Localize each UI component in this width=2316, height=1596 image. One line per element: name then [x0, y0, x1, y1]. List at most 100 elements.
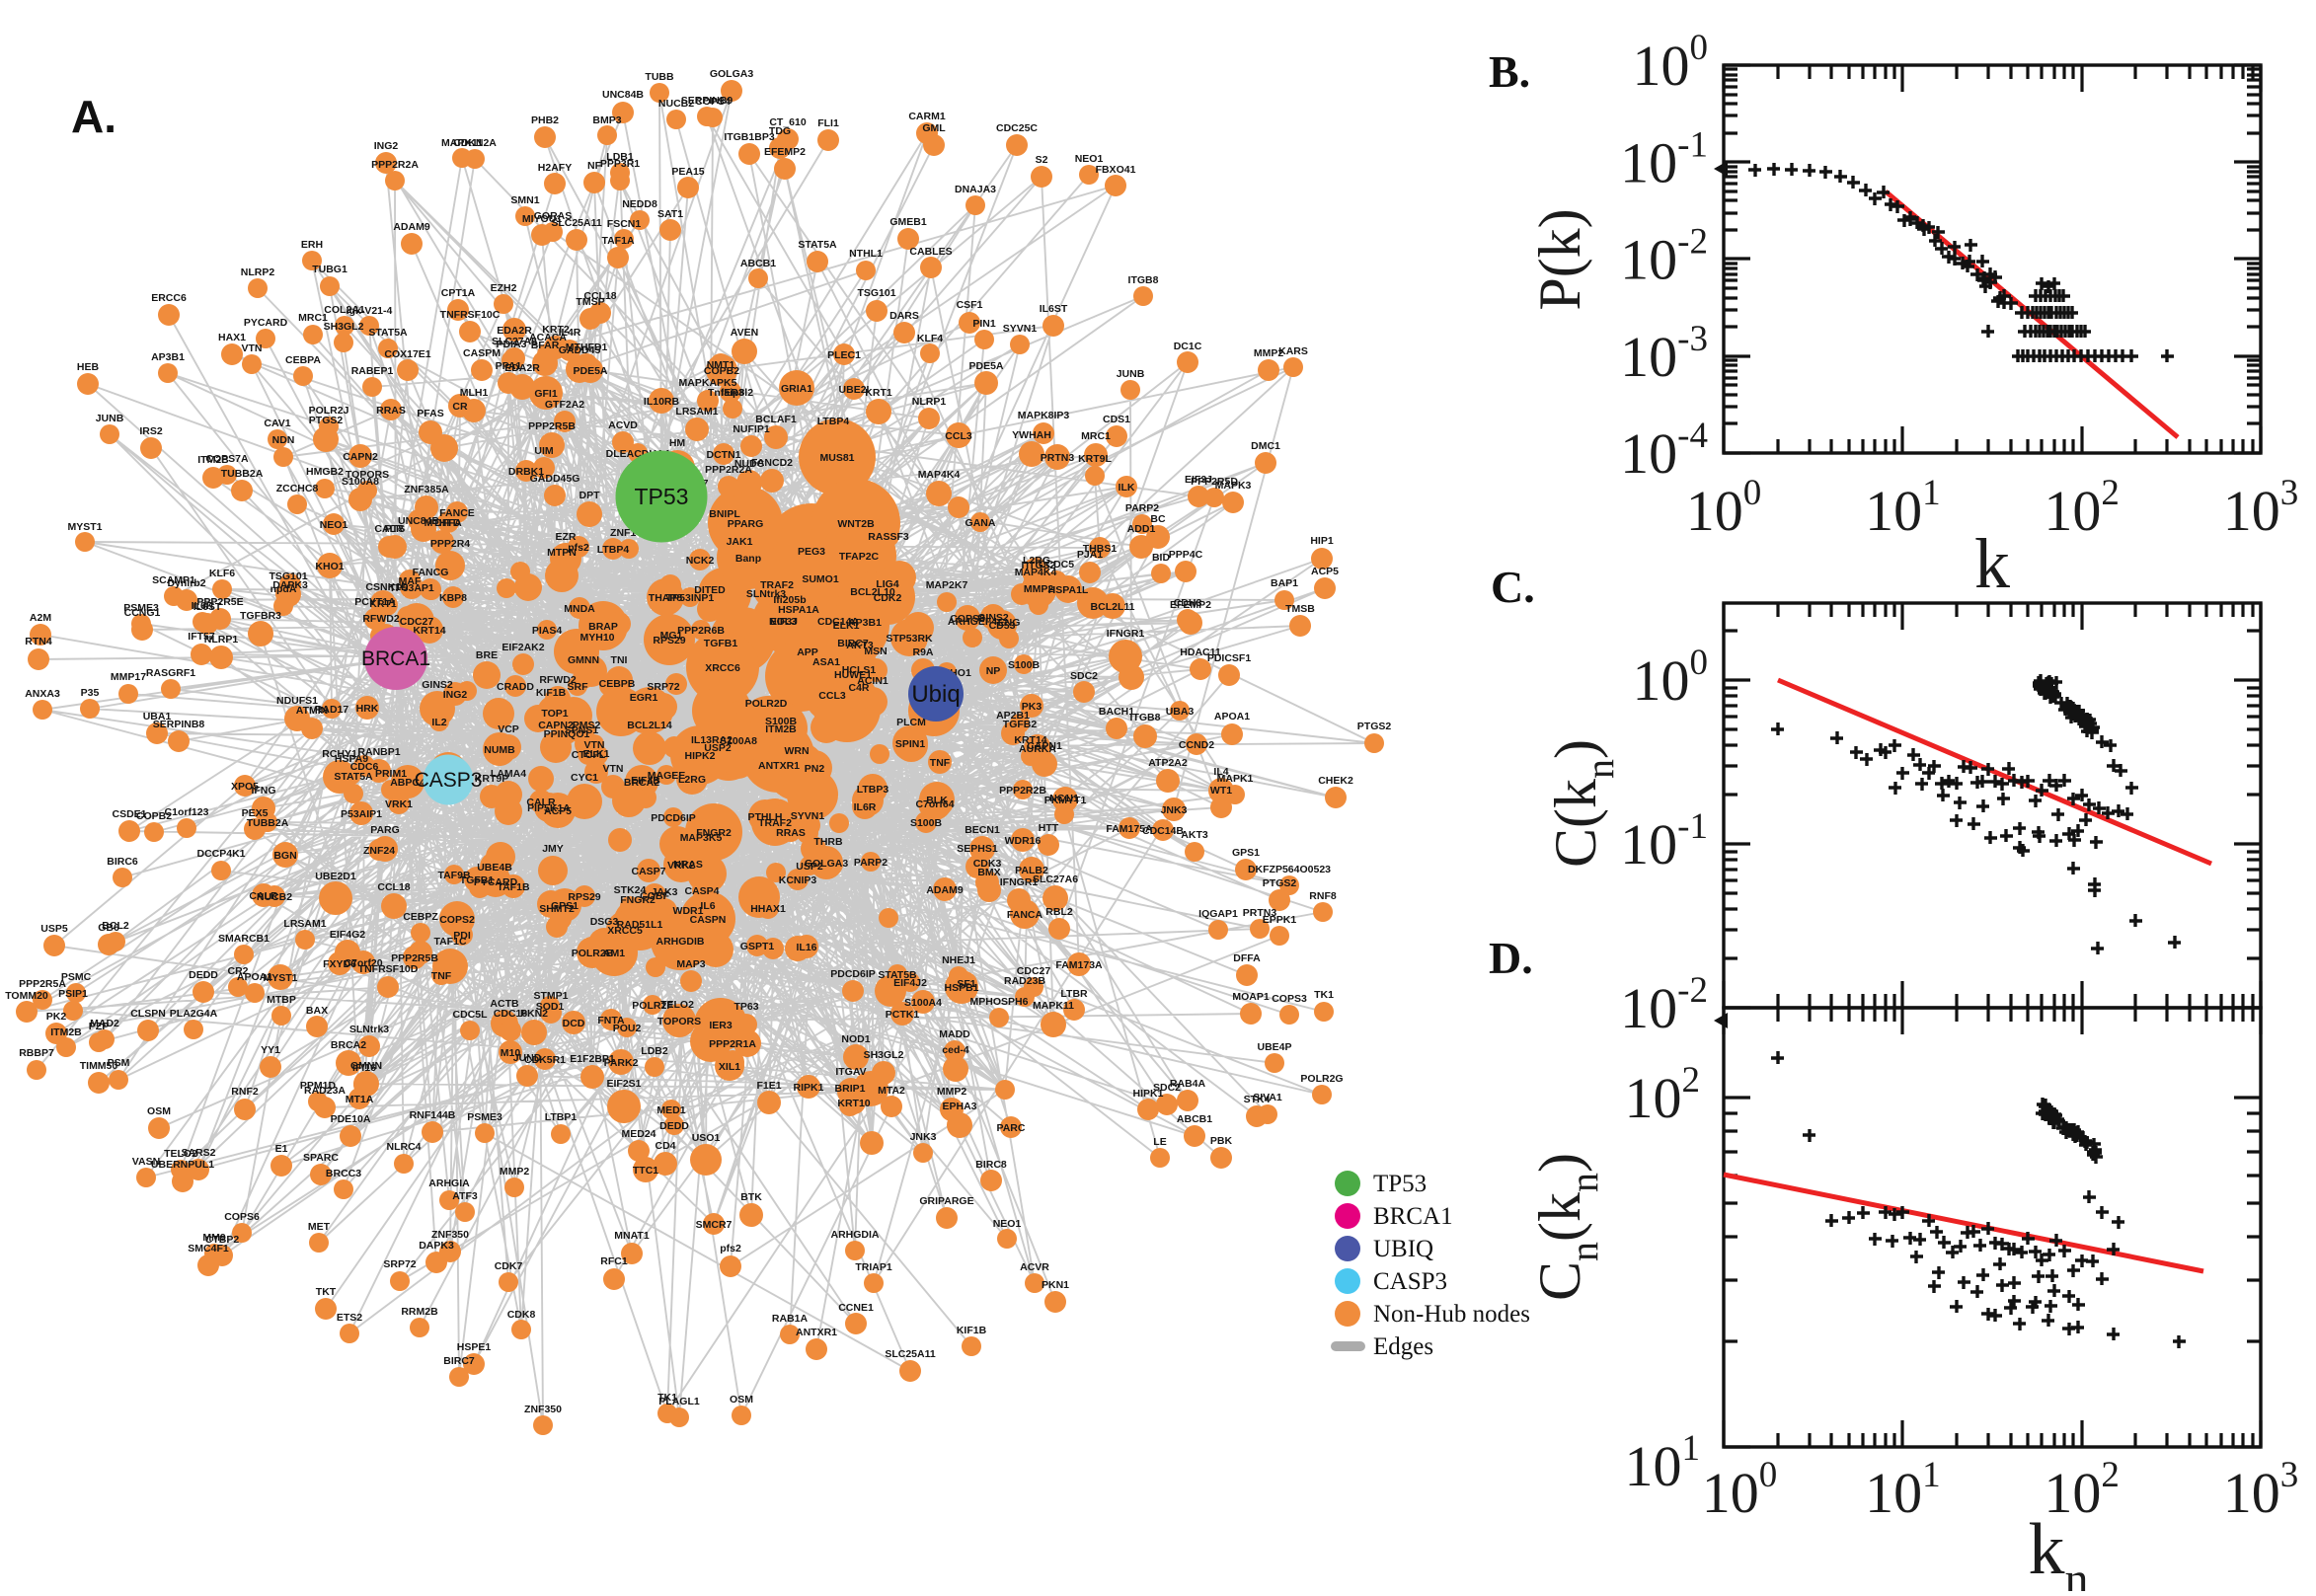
svg-text:HSPA1L: HSPA1L [1048, 584, 1089, 596]
svg-text:HAX1: HAX1 [218, 332, 246, 343]
svg-text:A2M: A2M [30, 612, 51, 624]
svg-text:DPT: DPT [579, 490, 601, 501]
svg-text:ITGB8: ITGB8 [1128, 274, 1159, 286]
svg-text:GOLGA3: GOLGA3 [710, 68, 753, 80]
svg-text:PPP2R5E: PPP2R5E [196, 596, 243, 608]
svg-text:USO1: USO1 [692, 1132, 721, 1144]
svg-text:Banp: Banp [735, 553, 761, 565]
svg-text:LTBR: LTBR [1060, 988, 1088, 1000]
svg-text:L2RG: L2RG [1023, 555, 1050, 567]
svg-text:PEA15: PEA15 [671, 166, 704, 178]
svg-text:KRT1: KRT1 [369, 598, 397, 610]
svg-text:SRF: SRF [568, 681, 589, 693]
svg-text:PPP2R5B: PPP2R5B [391, 952, 438, 964]
svg-text:ERH: ERH [301, 239, 323, 251]
svg-text:CCL3: CCL3 [945, 430, 972, 442]
svg-text:CDC14A: CDC14A [817, 616, 859, 628]
svg-text:EPPK1: EPPK1 [1263, 914, 1297, 926]
svg-text:TKT: TKT [316, 1286, 337, 1298]
svg-text:TGFBR3: TGFBR3 [240, 610, 281, 622]
svg-text:NCK2: NCK2 [686, 555, 715, 567]
svg-text:IL13RA2: IL13RA2 [691, 734, 733, 746]
svg-text:HIPK1: HIPK1 [1133, 1088, 1164, 1100]
svg-text:ZNF350: ZNF350 [431, 1229, 469, 1241]
svg-text:ACVD: ACVD [608, 419, 638, 431]
svg-text:RAD17: RAD17 [315, 704, 349, 716]
svg-text:BC: BC [1150, 513, 1166, 525]
svg-text:HTT: HTT [1039, 822, 1059, 834]
svg-text:EIF2S1: EIF2S1 [606, 1078, 641, 1090]
svg-text:SLNtrk3: SLNtrk3 [746, 588, 786, 600]
svg-text:ELK1: ELK1 [583, 748, 610, 760]
svg-text:USP5: USP5 [40, 923, 68, 935]
svg-text:PARP2: PARP2 [854, 857, 888, 869]
svg-text:ARHGIA: ARHGIA [428, 1178, 470, 1189]
svg-text:TOPORS: TOPORS [657, 1016, 701, 1027]
svg-text:H2AFY: H2AFY [538, 162, 572, 174]
svg-text:ITM2B: ITM2B [765, 723, 797, 735]
svg-text:TELO2: TELO2 [164, 1148, 197, 1160]
svg-text:HSPB1: HSPB1 [944, 982, 978, 994]
svg-text:FANCG: FANCG [413, 567, 449, 578]
svg-text:PSIP1: PSIP1 [58, 988, 88, 1000]
svg-text:USP2: USP2 [796, 861, 823, 873]
svg-text:IFT57: IFT57 [188, 631, 215, 643]
svg-text:Non-Hub nodes: Non-Hub nodes [1373, 1301, 1530, 1328]
svg-text:FAM173A: FAM173A [1055, 959, 1103, 971]
svg-text:KARS: KARS [1278, 345, 1308, 357]
svg-text:CR2: CR2 [227, 965, 248, 977]
svg-text:CHEK2: CHEK2 [1318, 775, 1353, 787]
svg-text:PPP2R5D: PPP2R5D [1191, 476, 1238, 488]
svg-text:MED1: MED1 [656, 1104, 685, 1116]
svg-text:THRB: THRB [813, 836, 843, 848]
svg-text:DC1C: DC1C [1174, 341, 1202, 352]
svg-text:SCAMP1: SCAMP1 [152, 574, 195, 586]
svg-text:DCTN1: DCTN1 [706, 449, 740, 461]
svg-text:UBA3: UBA3 [1166, 706, 1195, 718]
svg-text:D.: D. [1489, 933, 1533, 983]
svg-text:SDC2: SDC2 [1070, 670, 1098, 682]
svg-text:ITM2B: ITM2B [50, 1026, 82, 1038]
svg-text:RIPK1: RIPK1 [794, 1082, 824, 1094]
svg-text:PSM: PSM [108, 1057, 130, 1069]
svg-text:PDCD6IP: PDCD6IP [651, 812, 696, 824]
svg-text:HSPE1: HSPE1 [457, 1341, 492, 1353]
svg-text:MUS81: MUS81 [819, 452, 854, 464]
svg-text:KHO1: KHO1 [315, 561, 344, 572]
svg-text:CD4: CD4 [655, 1140, 675, 1152]
svg-text:AM1: AM1 [603, 948, 625, 959]
svg-text:UBA1: UBA1 [143, 711, 172, 722]
svg-text:RNF144B: RNF144B [410, 1109, 456, 1121]
svg-text:CDC27: CDC27 [1017, 965, 1051, 977]
svg-text:ACVR: ACVR [1020, 1261, 1049, 1273]
svg-text:CABLES: CABLES [909, 246, 952, 258]
svg-text:TRAF2: TRAF2 [758, 817, 792, 829]
svg-text:PPP4C: PPP4C [1169, 549, 1203, 561]
svg-text:TELO2: TELO2 [660, 999, 694, 1011]
svg-text:ATP2A2: ATP2A2 [1148, 757, 1188, 769]
svg-text:MET: MET [308, 1221, 331, 1233]
svg-text:CALR: CALR [526, 797, 556, 808]
svg-text:pfs2: pfs2 [720, 1243, 741, 1254]
svg-text:SYVN1: SYVN1 [791, 810, 825, 822]
svg-text:FBXO41: FBXO41 [1096, 164, 1136, 176]
svg-text:MYST1: MYST1 [67, 521, 102, 533]
svg-text:PK3: PK3 [1022, 701, 1042, 713]
svg-text:HDAC11: HDAC11 [1180, 646, 1221, 658]
svg-text:FNGR2: FNGR2 [620, 894, 656, 906]
svg-text:GMEB1: GMEB1 [889, 216, 927, 228]
svg-text:ASA1: ASA1 [812, 656, 840, 668]
svg-text:AKT3: AKT3 [1181, 829, 1208, 841]
svg-text:XRCC6: XRCC6 [705, 662, 740, 674]
svg-text:NUCB2: NUCB2 [658, 98, 694, 110]
svg-text:PARC: PARC [997, 1122, 1026, 1134]
svg-text:DFFA: DFFA [434, 517, 462, 529]
svg-text:JAK1: JAK1 [727, 536, 753, 548]
svg-text:LTBP4: LTBP4 [597, 544, 630, 556]
svg-text:GINS2: GINS2 [422, 679, 453, 691]
svg-text:TNI: TNI [611, 654, 628, 666]
svg-text:npdA: npdA [270, 583, 297, 595]
svg-text:BTK: BTK [740, 1191, 762, 1203]
svg-text:PHB2: PHB2 [531, 114, 559, 126]
svg-text:RASSF3: RASSF3 [868, 531, 909, 543]
